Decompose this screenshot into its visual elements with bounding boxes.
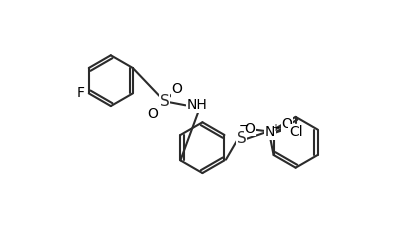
Text: N: N xyxy=(265,125,275,139)
Text: O: O xyxy=(147,107,158,121)
Text: S: S xyxy=(237,131,247,146)
Text: Cl: Cl xyxy=(289,125,302,139)
Text: −: − xyxy=(238,120,249,133)
Text: O: O xyxy=(281,117,292,131)
Text: O: O xyxy=(244,122,255,136)
Text: F: F xyxy=(77,86,85,100)
Text: S: S xyxy=(160,94,170,109)
Text: O: O xyxy=(172,82,182,96)
Text: +: + xyxy=(271,123,279,133)
Text: NH: NH xyxy=(186,98,207,112)
